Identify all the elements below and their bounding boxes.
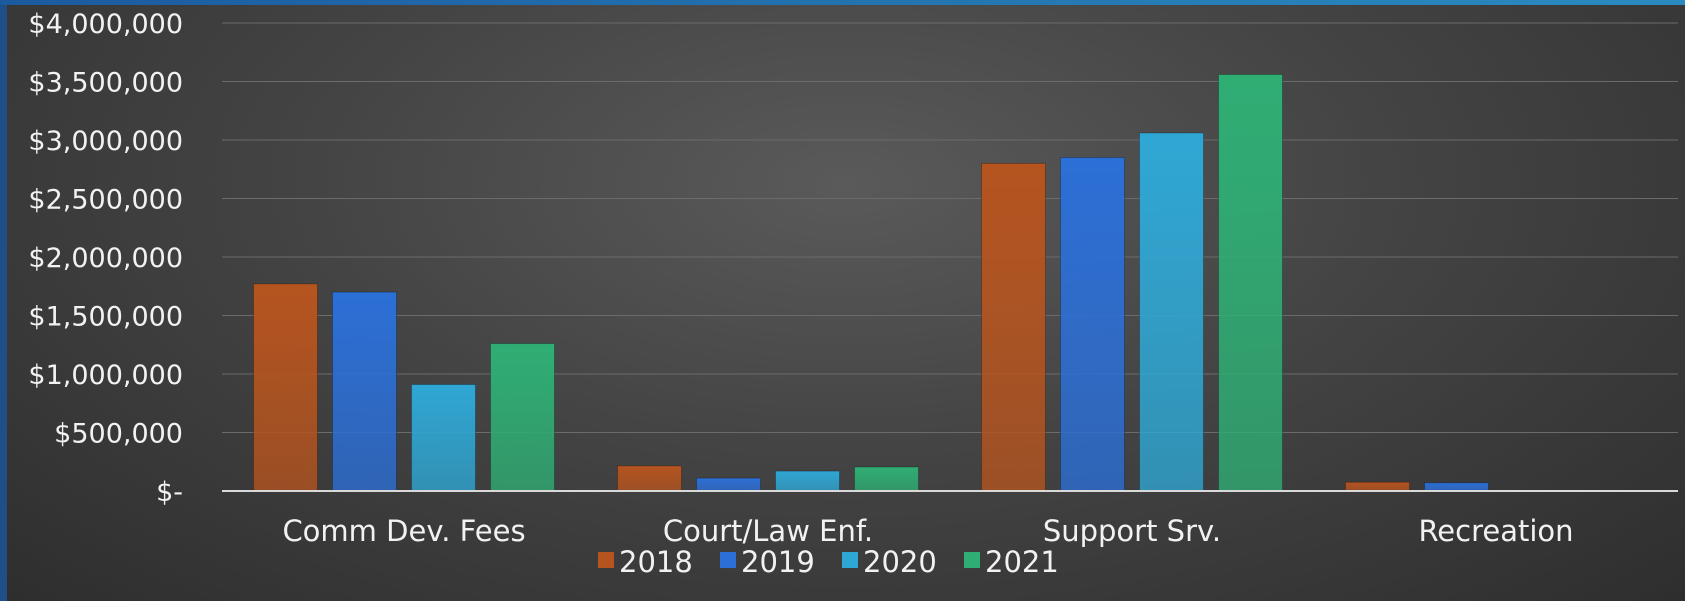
bar-2021-2: [1218, 73, 1283, 492]
legend-label-2019: 2019: [741, 545, 815, 579]
y-tick-label: $500,000: [54, 419, 183, 450]
legend-label-2021: 2021: [985, 545, 1059, 579]
y-tick-label: $3,500,000: [28, 68, 183, 99]
bar-2020-0: [411, 384, 476, 492]
y-tick-label: $3,000,000: [28, 126, 183, 157]
bar-2019-1: [696, 477, 761, 492]
category-label: Recreation: [1418, 514, 1573, 548]
category-label: Comm Dev. Fees: [282, 514, 525, 548]
bar-2019-2: [1060, 157, 1125, 492]
bar-2018-1: [617, 465, 682, 492]
legend-swatch-2020: [842, 552, 858, 568]
bar-2021-0: [490, 343, 555, 492]
legend-label-2018: 2018: [619, 545, 693, 579]
category-label: Support Srv.: [1043, 514, 1221, 548]
y-tick-label: $4,000,000: [28, 9, 183, 40]
bar-2018-2: [981, 162, 1046, 492]
y-tick-label: $2,500,000: [28, 185, 183, 216]
top-accent-band: [0, 0, 1685, 5]
legend-label-2020: 2020: [863, 545, 937, 579]
y-tick-label: $1,000,000: [28, 360, 183, 391]
y-tick-label: $2,000,000: [28, 243, 183, 274]
bar-2021-1: [854, 466, 919, 492]
bar-2018-0: [253, 283, 318, 492]
gridlines: [222, 22, 1678, 433]
legend: 2018 2019 2020 2021: [598, 545, 1059, 579]
bar-2019-3: [1424, 482, 1489, 492]
y-tick-label: $1,500,000: [28, 302, 183, 333]
legend-swatch-2018: [598, 552, 614, 568]
bar-2020-2: [1139, 132, 1204, 492]
bar-2020-1: [775, 470, 840, 492]
category-label: Court/Law Enf.: [663, 514, 873, 548]
legend-swatch-2021: [964, 552, 980, 568]
bar-2018-3: [1345, 481, 1410, 492]
category-labels: Comm Dev. Fees Court/Law Enf. Support Srv.…: [282, 514, 1573, 548]
y-axis-ticks: $- $500,000 $1,000,000 $1,500,000 $2,000,000…: [28, 9, 183, 508]
bar-2019-0: [332, 291, 397, 492]
y-tick-label: $-: [156, 477, 183, 508]
legend-swatch-2019: [720, 552, 736, 568]
bars: [253, 73, 1489, 492]
